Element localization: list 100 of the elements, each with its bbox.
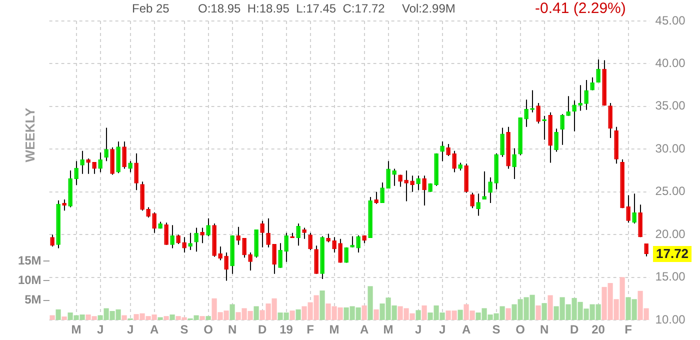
x-tick-label: J xyxy=(438,322,446,337)
candlestick xyxy=(488,176,492,204)
candlestick xyxy=(374,191,378,204)
y2-tick-label: 10M xyxy=(18,272,42,287)
candlestick xyxy=(416,175,420,191)
candlestick xyxy=(110,146,114,176)
candlestick xyxy=(584,79,588,110)
bar xyxy=(362,305,367,320)
candlestick xyxy=(248,252,252,271)
x-tick-label: F xyxy=(624,322,632,337)
candlestick xyxy=(524,99,528,128)
candlestick xyxy=(188,232,192,250)
x-tick-label: O xyxy=(516,322,525,337)
x-tick-label: A xyxy=(360,322,369,337)
bar xyxy=(158,317,163,320)
candlestick xyxy=(560,114,564,146)
candlestick xyxy=(62,199,66,212)
bar xyxy=(542,303,547,320)
candlestick xyxy=(572,100,576,132)
bar xyxy=(122,315,127,320)
bar xyxy=(200,316,205,320)
candlestick xyxy=(314,245,318,274)
candlestick xyxy=(242,237,246,258)
candlestick xyxy=(224,252,228,282)
bar xyxy=(164,316,169,320)
candlestick xyxy=(152,212,156,234)
candlestick xyxy=(566,96,570,116)
x-tick-label: D xyxy=(258,322,267,337)
x-tick-label: O xyxy=(204,322,213,337)
candlestick xyxy=(626,194,630,224)
candlestick xyxy=(74,160,78,186)
y-tick-label: 25.00 xyxy=(655,184,686,198)
bar xyxy=(50,315,55,320)
candlestick xyxy=(266,218,270,248)
candlestick xyxy=(446,144,450,156)
x-tick-label: M xyxy=(383,322,394,337)
candlestick xyxy=(644,243,648,257)
bar xyxy=(290,310,295,320)
candlestick xyxy=(608,102,612,139)
x-tick-label: S xyxy=(492,322,500,337)
candlestick xyxy=(404,170,408,202)
x-tick-label: M xyxy=(71,322,82,337)
text: Feb 25 xyxy=(132,1,170,16)
x-tick-label: S xyxy=(180,322,188,337)
candlestick xyxy=(146,206,150,218)
candlestick xyxy=(194,227,198,252)
candlestick xyxy=(380,182,384,204)
x-tick-label: J xyxy=(126,322,134,337)
text: Vol:2.99M xyxy=(402,1,456,16)
candlestick xyxy=(500,127,504,158)
candlestick xyxy=(284,232,288,262)
candlestick xyxy=(392,168,396,186)
x-tick-label: M xyxy=(329,322,340,337)
bar xyxy=(320,290,325,320)
bar xyxy=(170,314,175,320)
y-tick-label: 15.00 xyxy=(655,270,686,284)
candlestick xyxy=(98,152,102,173)
bar xyxy=(56,309,61,320)
candlestick xyxy=(170,224,174,249)
candlestick xyxy=(278,242,282,268)
candlestick xyxy=(356,234,360,254)
candlestick xyxy=(476,193,480,216)
candlestick xyxy=(470,192,474,209)
candlestick xyxy=(50,234,54,248)
candlestick xyxy=(104,127,108,162)
bar xyxy=(506,308,511,320)
candlestick xyxy=(200,227,204,244)
candlestick xyxy=(440,140,444,162)
candlestick xyxy=(218,246,222,261)
y-tick-label: 40.00 xyxy=(655,56,686,70)
bar xyxy=(254,306,259,320)
candlestick xyxy=(302,227,306,240)
x-tick-label: N xyxy=(540,322,549,337)
candlestick xyxy=(578,84,582,112)
candlestick xyxy=(206,218,210,237)
bar xyxy=(548,295,553,320)
candlestick xyxy=(638,204,642,238)
bar xyxy=(296,309,301,320)
candlestick xyxy=(536,102,540,124)
x-tick-label: F xyxy=(306,322,314,337)
candlestick xyxy=(590,76,594,91)
text: 17.72 xyxy=(656,246,689,262)
candlestick xyxy=(164,222,168,246)
x-tick-label: 19 xyxy=(280,322,294,337)
x-tick-label: N xyxy=(228,322,237,337)
bar xyxy=(374,309,379,320)
y-tick-label: 30.00 xyxy=(655,141,686,156)
bar xyxy=(62,316,67,320)
candlestick xyxy=(182,236,186,254)
x-tick-label: A xyxy=(150,322,159,337)
x-tick-label: J xyxy=(96,322,104,337)
x-tick-label: A xyxy=(462,322,471,337)
bar xyxy=(422,305,427,320)
bar xyxy=(368,286,373,320)
text: O:18.95 H:18.95 L:17.45 C:17.72 xyxy=(198,1,386,16)
y2-tick-label: 15M xyxy=(18,253,42,268)
candlestick xyxy=(86,158,90,174)
x-tick-label: D xyxy=(570,322,579,337)
candlestick xyxy=(134,152,138,191)
candlestick xyxy=(386,160,390,189)
